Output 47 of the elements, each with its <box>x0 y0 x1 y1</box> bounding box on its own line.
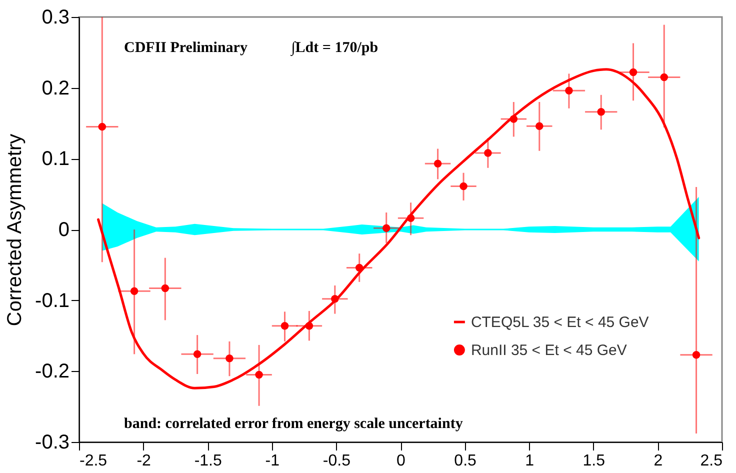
point <box>660 73 668 82</box>
y-tick-label: -0.2 <box>35 360 70 383</box>
point <box>193 350 202 358</box>
y-axis-title: Corrected Asymmetry <box>4 134 26 326</box>
point <box>226 354 234 362</box>
annotation: band: correlated error from energy scale uncertainty <box>124 416 464 432</box>
x-tick-label: -2 <box>136 452 152 470</box>
legend-label: RunII 35 < Et < 45 GeV <box>470 342 627 359</box>
y-tick-label: -0.1 <box>35 290 70 312</box>
point <box>382 224 390 232</box>
line-series <box>97 68 700 390</box>
y-tick-label: 0.3 <box>42 6 70 28</box>
point <box>434 160 442 168</box>
x-tick-label: 0 <box>396 452 406 470</box>
x-tick-label: 2 <box>654 452 663 470</box>
point <box>305 322 314 330</box>
point <box>510 115 518 123</box>
annotation: CDFII Preliminary <box>124 40 248 56</box>
point <box>255 370 263 379</box>
legend-label: CTEQ5L 35 < Et < 45 GeV <box>470 314 649 331</box>
x-tick-label: 1 <box>525 452 534 470</box>
point <box>460 182 468 190</box>
point <box>565 86 573 95</box>
y-tick-label: 0 <box>58 219 70 241</box>
point <box>629 68 638 76</box>
point <box>597 108 605 116</box>
point <box>692 351 700 359</box>
point <box>406 214 415 222</box>
point <box>98 122 106 131</box>
x-tick-label: -2.5 <box>80 452 108 470</box>
x-tick-label: 0.5 <box>454 452 477 470</box>
point <box>280 322 289 330</box>
point <box>130 287 138 295</box>
x-tick-label: 2.5 <box>700 452 723 470</box>
x-tick-label: -0.5 <box>322 452 351 470</box>
point <box>484 149 492 157</box>
point <box>536 122 544 130</box>
point <box>161 284 170 292</box>
x-tick-label: -1.5 <box>194 452 222 470</box>
annotation: ∫Ldt = 170/pb <box>290 40 378 57</box>
y-tick-label: -0.3 <box>35 432 70 454</box>
point <box>355 264 364 272</box>
x-tick-label: -1 <box>265 452 280 470</box>
y-tick-label: 0.2 <box>42 77 70 100</box>
y-tick-label: 0.1 <box>42 148 70 170</box>
point <box>331 295 339 303</box>
x-tick-label: 1.5 <box>582 452 606 470</box>
